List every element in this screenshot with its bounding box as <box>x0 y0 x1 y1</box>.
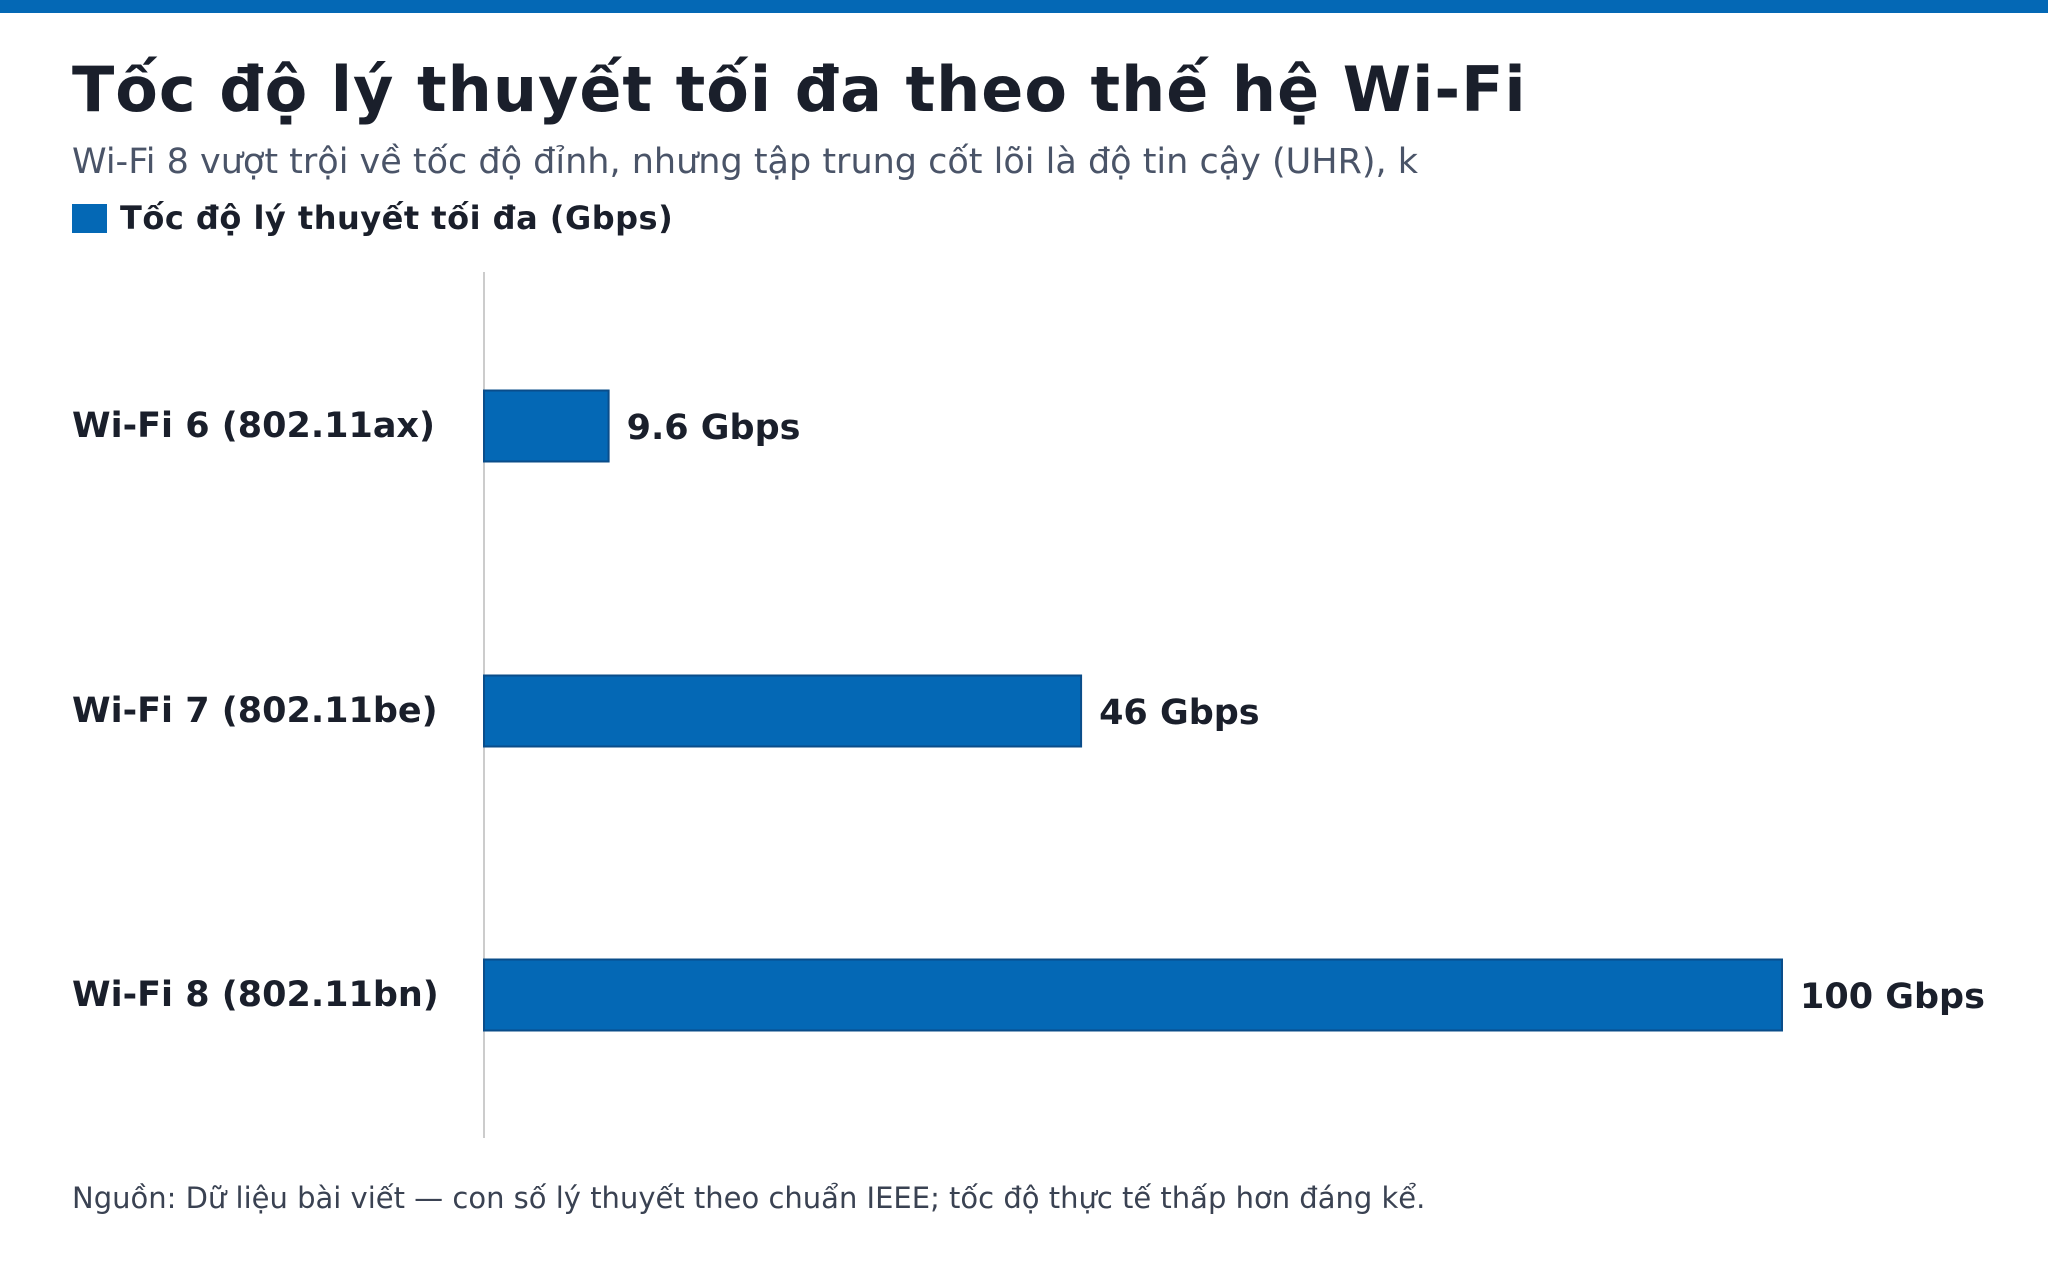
category-label: Wi-Fi 7 (802.11be) <box>72 691 438 731</box>
chart-title: Tốc độ lý thuyết tối đa theo thế hệ Wi-F… <box>72 53 1527 126</box>
data-label: 9.6 Gbps <box>627 408 801 448</box>
category-label: Wi-Fi 8 (802.11bn) <box>72 975 439 1015</box>
category-label: Wi-Fi 6 (802.11ax) <box>72 406 435 446</box>
bar <box>483 958 1783 1032</box>
chart-subtitle: Wi-Fi 8 vượt trội về tốc độ đỉnh, nhưng … <box>72 142 1419 182</box>
bar-chart: Wi-Fi 6 (802.11ax) 9.6 Gbps Wi-Fi 7 (802.1… <box>72 272 1985 1138</box>
legend-swatch <box>72 203 107 233</box>
top-accent-bar <box>0 0 2048 13</box>
bar <box>483 389 610 463</box>
data-label: 46 Gbps <box>1099 693 1260 733</box>
source-note: Nguồn: Dữ liệu bài viết — con số lý thuy… <box>72 1181 1426 1215</box>
bar <box>483 674 1083 748</box>
legend: Tốc độ lý thuyết tối đa (Gbps) <box>72 196 673 240</box>
data-label: 100 Gbps <box>1800 977 1985 1017</box>
legend-label: Tốc độ lý thuyết tối đa (Gbps) <box>120 199 674 237</box>
